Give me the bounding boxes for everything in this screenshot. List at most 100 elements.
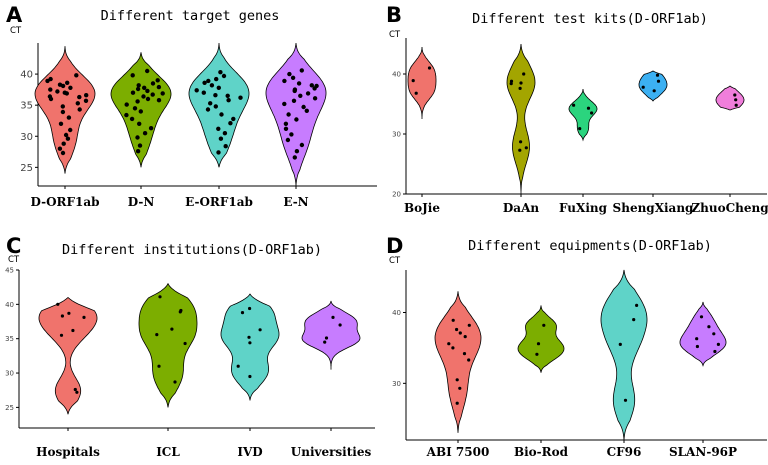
x-tick-label: SLAN-96P	[669, 445, 737, 459]
violin-shengxiang	[638, 70, 668, 102]
data-point	[632, 318, 636, 322]
data-point	[578, 127, 582, 131]
data-point	[331, 315, 335, 319]
data-point	[309, 83, 314, 88]
data-point	[716, 342, 721, 346]
data-point	[299, 142, 305, 148]
data-point	[298, 93, 303, 99]
data-point	[183, 341, 187, 346]
data-point	[248, 306, 252, 311]
data-point	[323, 340, 327, 344]
data-point	[68, 127, 73, 133]
data-point	[157, 364, 161, 368]
data-point	[82, 315, 86, 319]
data-point	[218, 136, 224, 141]
panel-letter: A	[6, 3, 23, 27]
data-point	[71, 328, 75, 333]
x-tick-label: E-ORF1ab	[185, 195, 253, 209]
data-point	[68, 85, 73, 91]
panel-c: C Different institutions(D-ORF1ab) CT 25 30 3…	[5, 234, 375, 459]
data-point	[73, 387, 77, 392]
data-point	[150, 92, 155, 97]
data-point	[208, 101, 213, 106]
y-axis-label: CT	[389, 30, 401, 40]
y-axis-label: CT	[8, 255, 20, 265]
data-point	[58, 121, 64, 127]
data-point	[60, 314, 64, 318]
data-point	[542, 323, 546, 327]
data-point	[74, 73, 79, 78]
data-point	[129, 116, 135, 122]
violin-bio-rod	[517, 305, 565, 373]
violin-slan-96p	[679, 301, 727, 367]
data-point	[713, 349, 717, 354]
y-tick-label: 30	[20, 132, 33, 143]
data-point	[83, 98, 89, 104]
data-point	[734, 103, 738, 107]
data-point	[137, 121, 142, 127]
x-tick-label: Universities	[291, 445, 372, 459]
data-point	[75, 390, 79, 394]
panel-a: A Different target genes CT 25 30 35 40 D-ORF1a…	[6, 3, 377, 209]
data-point	[145, 88, 150, 94]
y-tick-label: 40	[5, 301, 14, 309]
data-point	[216, 126, 221, 131]
data-point	[48, 87, 53, 92]
y-tick-label: 40	[392, 309, 401, 317]
violin-e-orf1ab	[188, 42, 250, 168]
data-point	[312, 96, 318, 101]
violin-d-orf1ab	[34, 46, 96, 174]
data-point	[142, 131, 148, 136]
data-point	[67, 311, 71, 315]
data-point	[518, 148, 522, 152]
data-point	[221, 73, 227, 79]
data-point	[202, 80, 207, 86]
x-tick-label: BoJie	[404, 201, 440, 215]
panel-letter: C	[6, 234, 21, 258]
data-point	[209, 83, 215, 88]
data-point	[655, 73, 660, 77]
data-point	[707, 325, 711, 329]
x-tick-label: DaAn	[503, 201, 539, 215]
data-point	[290, 75, 296, 81]
data-point	[414, 91, 418, 95]
data-point	[467, 358, 471, 362]
data-point	[156, 98, 162, 103]
data-point	[60, 150, 66, 156]
data-point	[75, 101, 81, 106]
data-point	[734, 98, 738, 102]
y-tick-label: 30	[392, 380, 401, 388]
data-point	[733, 93, 737, 97]
data-point	[216, 85, 221, 91]
data-point	[712, 332, 716, 336]
data-point	[695, 337, 699, 341]
x-tick-label: ZhuoCheng	[691, 201, 768, 215]
data-point	[509, 79, 514, 83]
panel-d: D Different equipments(D-ORF1ab) CT 30 40 ABI…	[386, 234, 767, 459]
violin-universities	[301, 300, 361, 370]
data-point	[226, 98, 231, 103]
data-point	[137, 143, 143, 148]
data-point	[590, 111, 594, 115]
y-tick-label: 20	[392, 190, 401, 198]
panel-letter: D	[386, 234, 403, 258]
data-point	[451, 318, 455, 322]
y-tick-label: 40	[392, 70, 401, 78]
data-point	[451, 346, 455, 350]
violin-e-n	[265, 42, 327, 187]
data-point	[518, 86, 522, 90]
data-point	[411, 79, 415, 83]
x-tick-label: Hospitals	[36, 445, 100, 459]
data-point	[62, 90, 67, 95]
y-tick-label: 35	[20, 101, 33, 112]
violin-icl	[138, 282, 198, 408]
data-point	[155, 333, 159, 337]
data-point	[225, 93, 230, 99]
data-point	[282, 78, 287, 84]
data-point	[294, 117, 299, 122]
data-point	[55, 89, 60, 94]
data-point	[236, 364, 240, 368]
data-point	[136, 83, 141, 88]
x-tick-label: IVD	[237, 445, 262, 459]
data-point	[219, 112, 224, 117]
